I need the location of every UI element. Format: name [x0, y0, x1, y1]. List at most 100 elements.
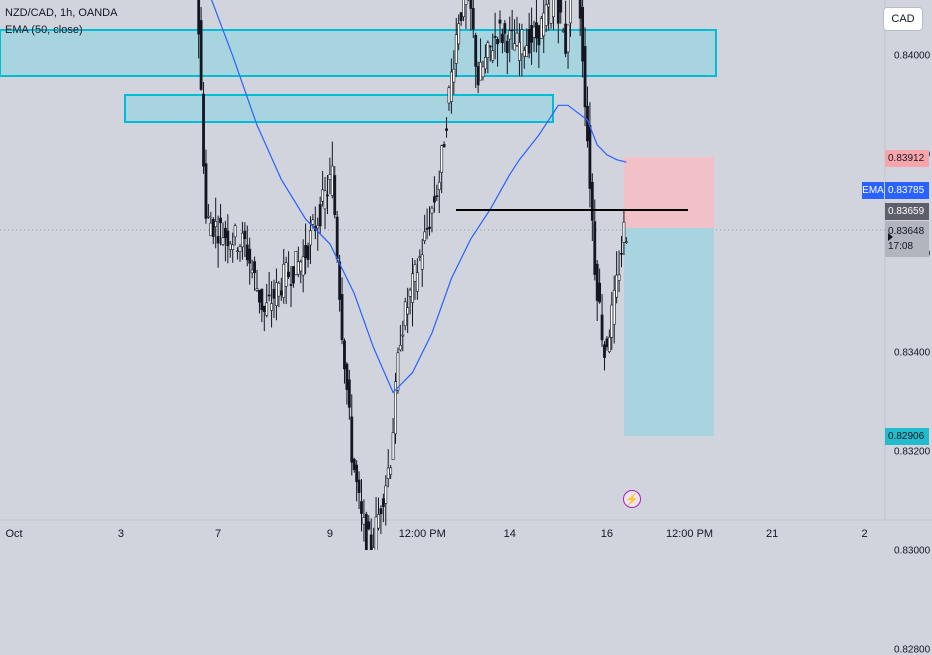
candle-body — [430, 207, 434, 214]
candle-body — [287, 271, 290, 277]
candle-body — [445, 128, 448, 131]
candle-body — [216, 236, 220, 244]
candle-body — [569, 0, 572, 24]
candle-body — [384, 485, 388, 504]
candle-body — [479, 61, 482, 81]
position-loss-zone[interactable] — [624, 157, 714, 228]
candle-body — [498, 19, 502, 24]
candle-body — [544, 4, 548, 26]
candle-body — [214, 221, 218, 227]
candle-body — [396, 352, 400, 391]
candle-body — [428, 226, 431, 229]
candle-body — [454, 34, 458, 64]
candle-body — [219, 217, 222, 224]
candle-body — [289, 284, 293, 286]
time-tick-label: 2 — [861, 528, 868, 540]
candle-body — [245, 244, 249, 261]
candle-body — [360, 501, 363, 514]
candle-body — [381, 498, 385, 508]
candle-body — [503, 23, 507, 34]
candle-body — [243, 230, 247, 240]
time-tick-label: 21 — [766, 528, 779, 540]
lower-supply-zone[interactable] — [124, 94, 554, 123]
currency-button[interactable]: CAD — [883, 7, 923, 31]
candle-body — [275, 282, 278, 306]
ema-line[interactable] — [160, 0, 627, 394]
time-tick-label: 7 — [215, 528, 222, 540]
candle-body — [277, 282, 281, 297]
candle-body — [330, 165, 334, 196]
candle-body — [486, 42, 490, 58]
position-profit-zone[interactable] — [624, 228, 714, 436]
price-chart[interactable] — [0, 0, 932, 550]
candle-body — [588, 125, 592, 189]
candle-body — [226, 230, 230, 247]
countdown-timer: 17:08 — [888, 241, 914, 252]
indicator-legend[interactable]: EMA (50, close) — [5, 24, 83, 36]
candle-body — [505, 40, 509, 54]
candle-body — [362, 517, 366, 525]
price-pointer-icon — [888, 233, 893, 241]
candle-body — [491, 50, 495, 61]
candle-body — [420, 254, 424, 270]
candle-body — [496, 38, 499, 45]
candle-body — [612, 289, 616, 325]
candle-body — [323, 190, 327, 210]
candle-body — [311, 219, 315, 225]
candle-body — [401, 334, 405, 337]
upper-supply-zone[interactable] — [0, 29, 717, 77]
candle-body — [398, 345, 402, 351]
time-tick-label: 16 — [600, 528, 614, 540]
candles-group — [197, 0, 628, 550]
candle-body — [595, 263, 599, 301]
candle-body — [530, 25, 533, 43]
candle-body — [605, 338, 609, 348]
candle-body — [369, 534, 373, 550]
candle-body — [413, 264, 417, 282]
candle-body — [501, 33, 504, 44]
candle-body — [260, 288, 264, 311]
candle-body — [228, 243, 232, 250]
candle-body — [464, 0, 468, 5]
candle-body — [549, 0, 553, 24]
candle-body — [267, 294, 271, 297]
price-tick-label: 0.84000 — [894, 50, 931, 62]
candle-body — [207, 215, 210, 218]
candle-body — [333, 175, 337, 215]
candle-body — [221, 237, 225, 245]
candle-body — [559, 0, 563, 13]
candle-body — [292, 266, 295, 284]
price-tick-label: 0.83200 — [894, 446, 931, 458]
candle-body — [350, 416, 354, 463]
candle-body — [527, 29, 531, 54]
candle-body — [481, 66, 485, 78]
candle-body — [603, 344, 606, 358]
chart-title: NZD/CAD, 1h, OANDA — [5, 7, 118, 19]
lightning-icon[interactable]: ⚡ — [623, 490, 641, 508]
candle-body — [236, 250, 239, 253]
candle-body — [449, 71, 453, 102]
stop-loss-price-tag: 0.82906 — [885, 428, 929, 445]
candle-body — [364, 513, 368, 550]
candle-body — [209, 222, 213, 237]
candle-body — [617, 274, 621, 281]
candle-body — [513, 43, 516, 51]
candle-body — [522, 50, 526, 57]
candle-body — [279, 290, 283, 296]
candle-body — [328, 174, 332, 180]
candle-body — [394, 381, 397, 435]
candle-body — [379, 508, 383, 515]
candle-body — [377, 514, 380, 529]
candle-body — [564, 23, 568, 54]
ema-price-tag: 0.83785 — [885, 182, 929, 199]
time-tick-label: 3 — [117, 528, 124, 540]
candle-body — [520, 29, 524, 55]
candle-body — [345, 363, 349, 390]
time-tick-label: 12:00 PM — [398, 528, 446, 540]
candle-body — [406, 307, 410, 315]
candle-body — [561, 30, 565, 32]
candle-body — [515, 32, 519, 46]
candle-body — [258, 289, 261, 303]
candle-body — [248, 248, 252, 264]
candle-body — [304, 245, 308, 259]
